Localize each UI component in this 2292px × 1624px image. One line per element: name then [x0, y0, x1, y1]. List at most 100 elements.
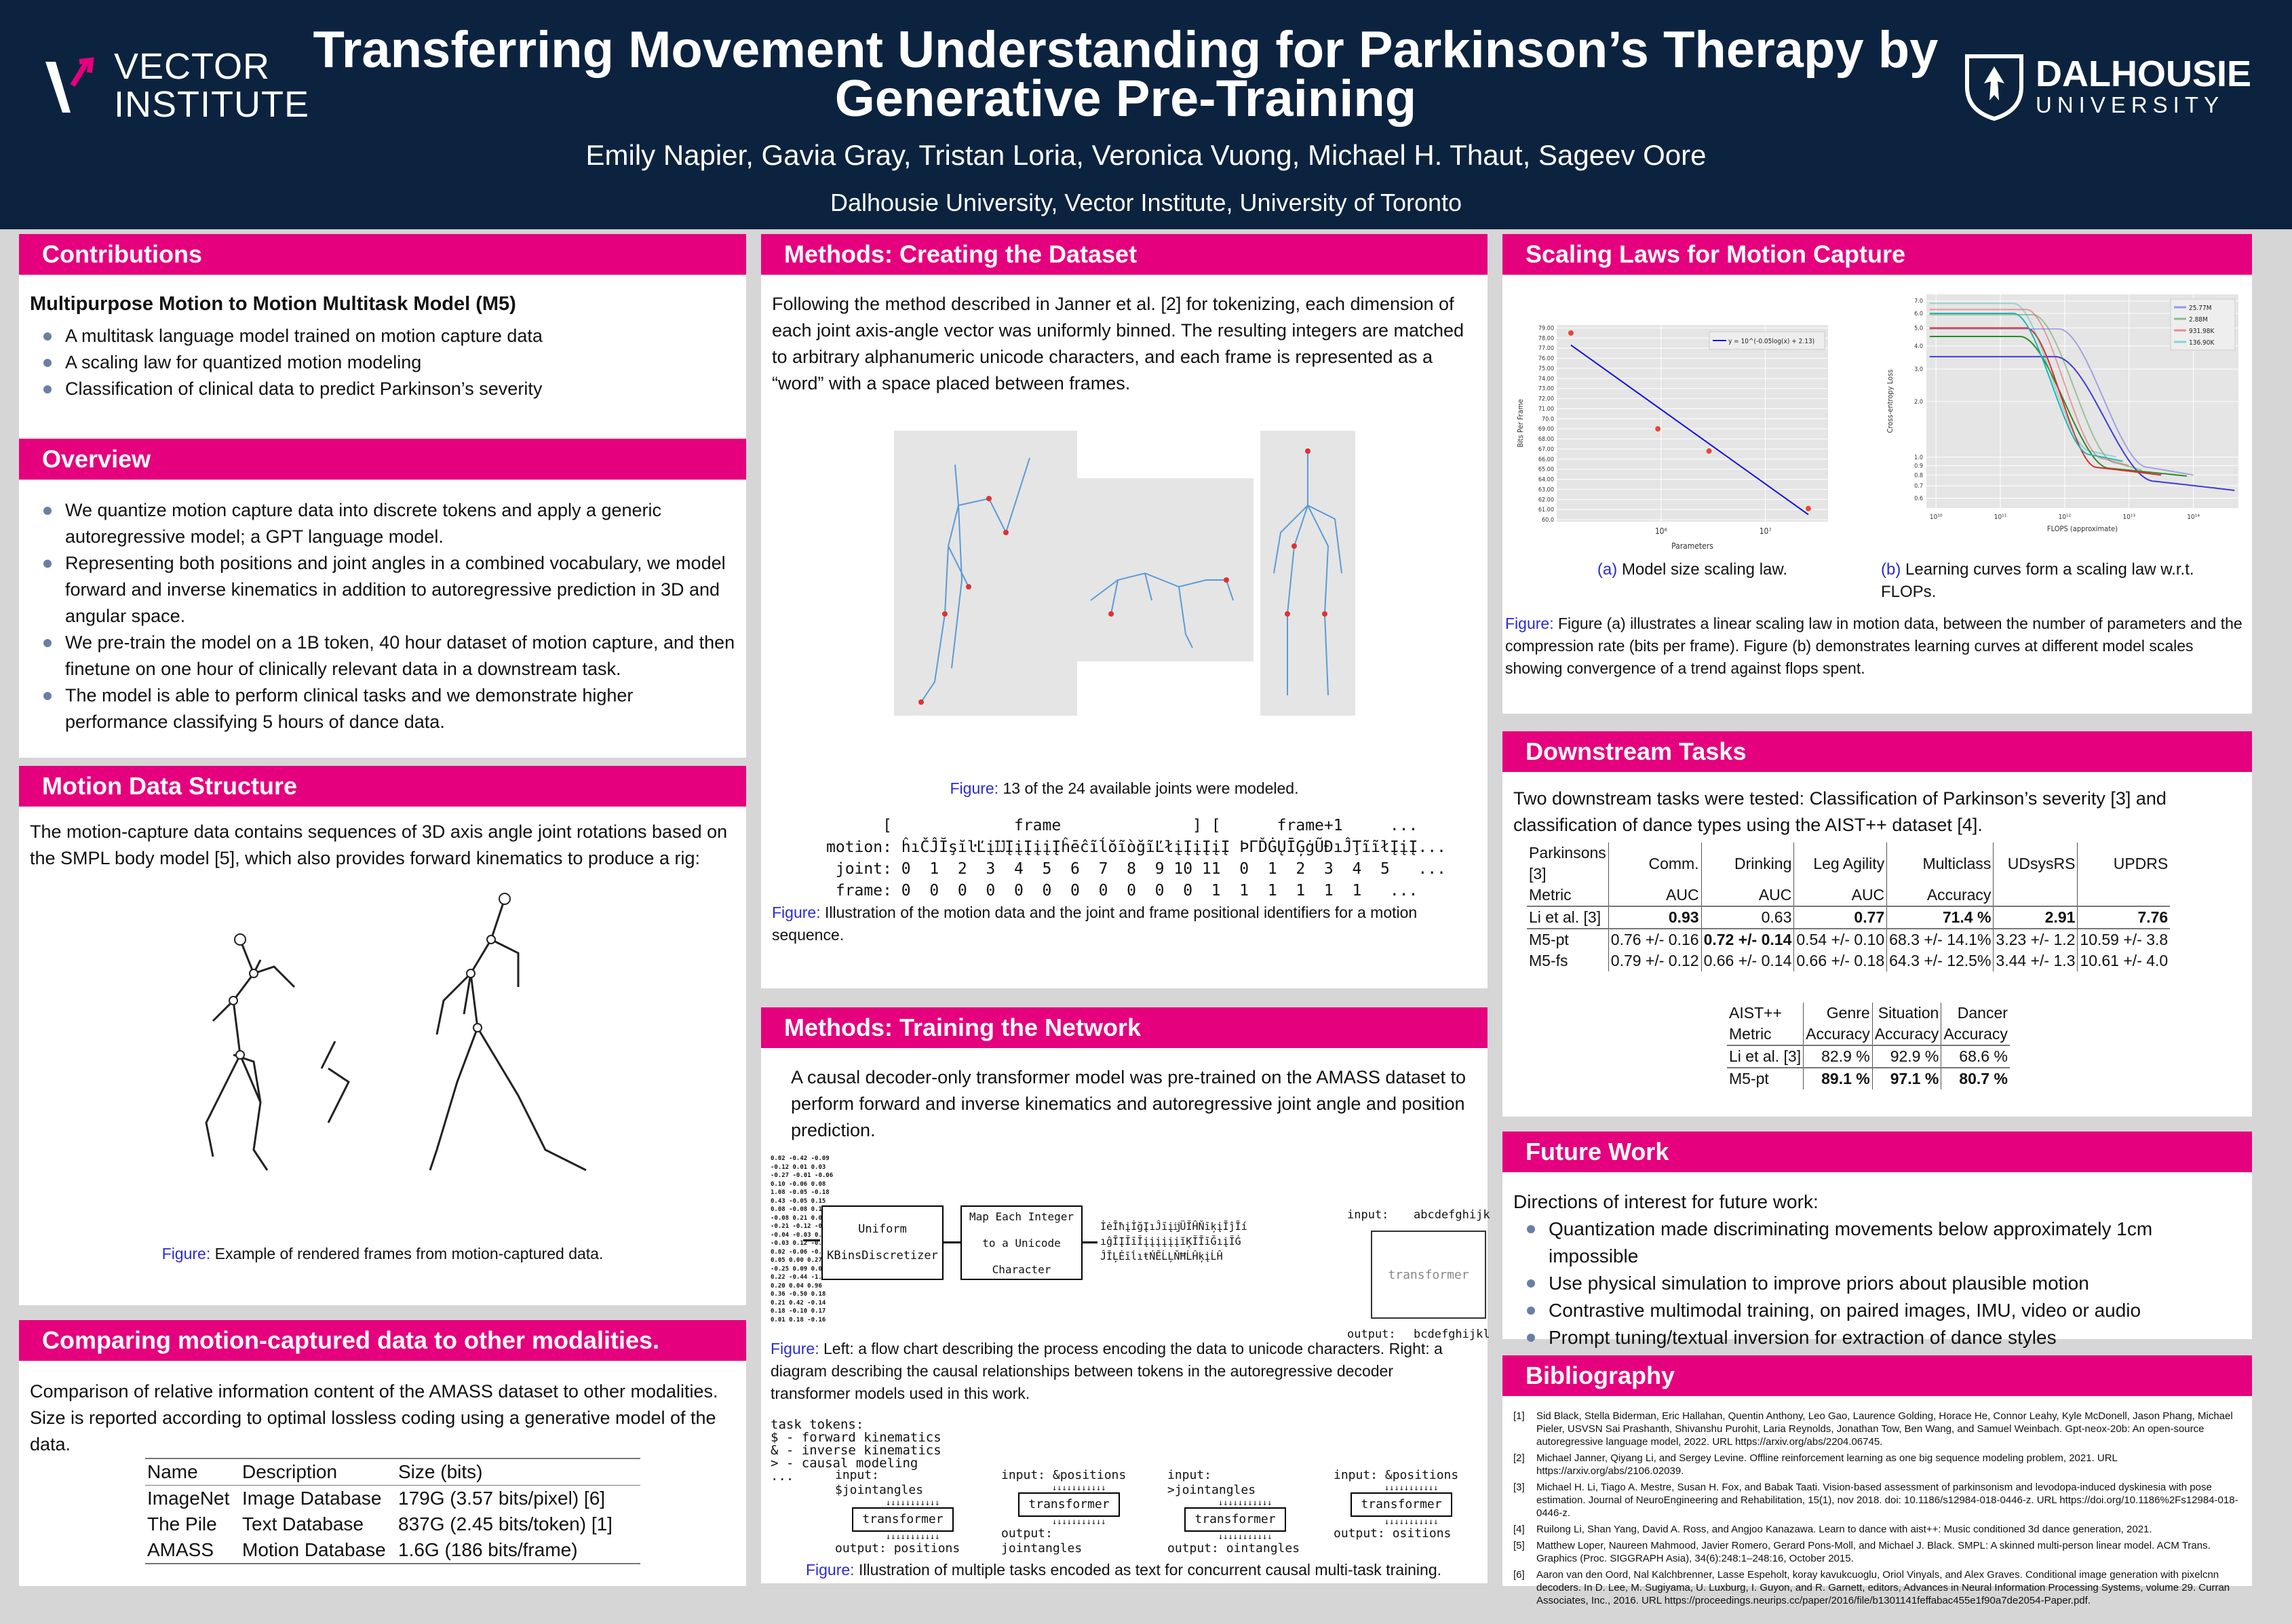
x-tick-label: 10⁶ [1655, 526, 1667, 536]
sequence-motion: motion: ĥıČĴĬşĭŀĽįĲĮįĮįįĮĥēĉĩĺŏĩòğĩĽłįĮį… [826, 838, 1446, 856]
cell: 179G (3.57 bits/pixel) [6] [398, 1488, 606, 1509]
arrows: ↓↓↓↓↓↓↓↓↓↓↓ [886, 1532, 940, 1541]
bib-text: Aaron van den Oord, Nal Kalchbrenner, La… [1536, 1569, 2230, 1606]
task-token-line: task tokens: [771, 1417, 864, 1432]
figure-caption: Figure (a) illustrates a linear scaling … [1505, 615, 2242, 677]
paragraph: Directions of interest for future work: [1513, 1191, 1819, 1212]
x-tick-label: 10⁷ [1760, 526, 1772, 536]
table-row: The Pile Text Database 837G (2.45 bits/tok… [145, 1511, 640, 1537]
bibliography-list: [1] Sid Black, Stella Biderman, Eric Hall… [1502, 1396, 2252, 1624]
rendered-frames-figure [205, 893, 587, 1172]
list-item: We pre-train the model on a 1B token, 40… [43, 630, 735, 682]
cell: M5-pt [1527, 928, 1609, 950]
learning-curve [1929, 313, 2123, 462]
paragraph: A causal decoder-only transformer model … [791, 1067, 1467, 1140]
cell: 0.93 [1608, 906, 1702, 929]
data-point [1655, 426, 1661, 432]
list-item: A multitask language model trained on mo… [43, 323, 735, 349]
table-row: M5-pt 0.76 +/- 0.16 0.72 +/- 0.14 0.54 +/- … [1527, 928, 2171, 950]
task-output-seq: ointangles [1226, 1541, 1300, 1555]
y-tick-label: 60.0 [1542, 517, 1554, 524]
legend-label: 2.88M [2189, 316, 2208, 324]
bib-text: Michael H. Li, Tiago A. Mestre, Susan H.… [1536, 1482, 2238, 1519]
column-header: Accuracy [1941, 1024, 2010, 1046]
column-header: Dancer [1941, 1003, 2010, 1024]
y-tick-label: 78.00 [1538, 335, 1554, 342]
unicode-output: İėĪħįİğĮıĴīįĳÜĬĤŇīķįĪĵĪí ıĝĪĮĬīĬįįįįįįĭĶĬ… [1100, 1219, 1247, 1264]
transformer-label: transformer [862, 1512, 944, 1526]
arrows: ↓↓↓↓↓↓↓↓↓↓↓ [1052, 1517, 1106, 1526]
cell: 837G (2.45 bits/token) [1] [398, 1513, 613, 1534]
figure-caption: Example of rendered frames from motion-c… [214, 1245, 604, 1262]
cell: Motion Database [242, 1539, 386, 1560]
x-tick-label: 10¹² [2059, 514, 2072, 521]
vector-institute-logo: VECTOR INSTITUTE [42, 47, 309, 123]
cell: 68.3 +/- 14.1% [1886, 928, 1994, 950]
y-tick-label: 72.00 [1538, 396, 1554, 403]
subfigure-label: (a) [1597, 560, 1618, 579]
y-tick-label: 62.00 [1538, 497, 1554, 503]
task-output: output: ositions [1334, 1526, 1452, 1541]
discretizer-box: Uniform KBinsDiscretizer [821, 1205, 944, 1280]
fit-line [1570, 344, 1809, 516]
cell: 0.72 +/- 0.14 [1701, 928, 1794, 950]
column-header: UPDRS [2077, 843, 2171, 885]
task-output: output: ointangles [1167, 1541, 1300, 1555]
motion-sequence: [ frame ] [ frame+1 ... motion: ĥıČĴĬşĭŀĽ… [826, 815, 1477, 902]
future-work-section: Future Work Directions of interest for f… [1502, 1132, 2252, 1348]
bib-number: [6] [1513, 1569, 1525, 1581]
sequence-frame: frame: 0 0 0 0 0 0 0 0 0 0 0 1 1 1 1 1 1… [826, 882, 1418, 900]
list-item: Representing both positions and joint an… [43, 550, 735, 630]
y-tick-label: 76.00 [1538, 355, 1554, 362]
y-tick-label: 64.00 [1538, 477, 1554, 484]
cell: Text Database [242, 1513, 364, 1534]
paragraph: Two downstream tasks were tested: Classi… [1513, 788, 2167, 835]
y-axis-label: Bits Per Frame [1516, 399, 1525, 447]
cell: 89.1 % [1803, 1067, 1873, 1089]
y-tick-label: 69.00 [1538, 426, 1554, 433]
task-token-line: > - causal modeling [771, 1456, 918, 1471]
comparing-section: Comparing motion-captured data to other … [19, 1320, 746, 1586]
task-diagram: input: &positions ↓↓↓↓↓↓↓↓↓↓↓ transformer ↓… [1334, 1468, 1473, 1556]
raw-value-row: 0.22 -0.44 -1.08 [771, 1274, 830, 1281]
list-item: We quantize motion capture data into dis… [43, 497, 735, 550]
column-header: AUC [1701, 885, 1794, 907]
column-header: Name [147, 1461, 198, 1482]
section-title: Methods: Creating the Dataset [761, 234, 1488, 275]
cell: 64.3 +/- 12.5% [1886, 950, 1994, 971]
y-tick-label: 66.00 [1538, 457, 1554, 463]
bibliography-section: Bibliography [1] Sid Black, Stella Biderm… [1502, 1355, 2252, 1606]
bib-entry: [6] Aaron van den Oord, Nal Kalchbrenner,… [1513, 1568, 2241, 1607]
dataset-section: Methods: Creating the Dataset Following … [761, 234, 1488, 988]
subfigure-label: (b) [1881, 560, 1901, 579]
y-tick-label: 0.7 [1914, 483, 1923, 490]
bib-number: [5] [1513, 1540, 1525, 1551]
logo-text: INSTITUTE [114, 84, 309, 125]
task-diagram: input: $jointangles ↓↓↓↓↓↓↓↓↓↓↓ transforme… [835, 1468, 974, 1556]
joints-figure [894, 431, 1355, 716]
scaling-section: Scaling Laws for Motion Capture 60.0 61.0… [1502, 234, 2252, 714]
raw-value-row: 0.08 -0.08 0.11 [771, 1206, 826, 1213]
figure-caption: 13 of the 24 available joints were model… [1003, 779, 1299, 797]
transformer-label: transformer [1028, 1497, 1110, 1511]
y-tick-label: 2.0 [1914, 399, 1923, 406]
y-tick-label: 73.00 [1538, 386, 1554, 393]
list-item: Prompt tuning/textual inversion for extr… [1527, 1324, 2241, 1351]
bib-text: Sid Black, Stella Biderman, Eric Hallaha… [1536, 1410, 2233, 1448]
column-header: Metric [1527, 885, 1609, 907]
column-header: Size (bits) [398, 1461, 483, 1482]
figure-label: Figure: [771, 1340, 819, 1357]
transformer-box: transformer [852, 1507, 954, 1532]
raw-value-row: -0.04 -0.03 0.03 [771, 1231, 830, 1239]
cell: 0.66 +/- 0.18 [1793, 950, 1887, 971]
task-output: output: positions [835, 1541, 960, 1555]
section-title: Downstream Tasks [1502, 731, 2252, 772]
raw-value-row: 0.01 0.18 -0.16 [771, 1316, 826, 1323]
bib-number: [4] [1513, 1524, 1525, 1535]
shield-icon [1964, 54, 2023, 121]
y-tick-label: 74.00 [1538, 376, 1554, 383]
task-diagram: input: &positions ↓↓↓↓↓↓↓↓↓↓↓ transformer ↓… [1001, 1468, 1140, 1556]
cell: M5-pt [1727, 1067, 1804, 1089]
data-point [1805, 505, 1811, 511]
section-title: Scaling Laws for Motion Capture [1502, 234, 2252, 275]
